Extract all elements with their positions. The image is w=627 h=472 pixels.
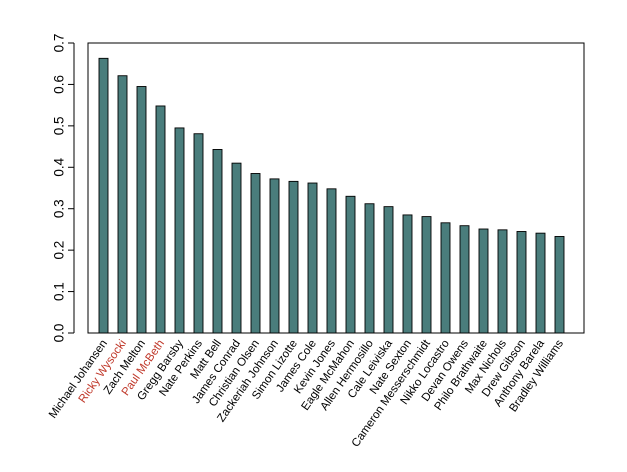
bar [402,214,413,334]
bar [421,216,432,334]
bar [383,206,394,334]
bar [212,149,223,334]
bar [535,232,546,334]
bar [250,173,261,334]
bar [307,182,318,334]
y-tick-label: 0.2 [52,241,67,260]
bar [497,229,508,334]
bar [459,225,470,334]
bar [345,195,356,334]
bar [231,162,242,334]
y-tick-label: 0.5 [52,116,67,135]
y-tick-label: 0.7 [52,34,67,53]
bar [136,86,147,334]
bar [98,57,109,334]
y-tick-label: 0.3 [52,199,67,218]
y-tick-label: 0.1 [52,282,67,301]
bar [326,188,337,334]
bar [288,180,299,334]
bar [440,222,451,334]
bar [193,133,204,334]
y-tick-label: 0.0 [52,324,67,343]
bar [554,236,565,334]
bar [364,203,375,334]
bar [117,75,128,334]
y-tick-label: 0.6 [52,75,67,94]
bar [478,228,489,334]
y-tick-label: 0.4 [52,157,67,176]
bar [269,178,280,334]
bar [174,127,185,334]
bar [516,231,527,334]
bar [155,105,166,334]
y-axis: 0.0 0.1 0.2 0.3 0.4 0.5 0.6 0.7 [52,34,75,343]
bars [98,57,565,334]
